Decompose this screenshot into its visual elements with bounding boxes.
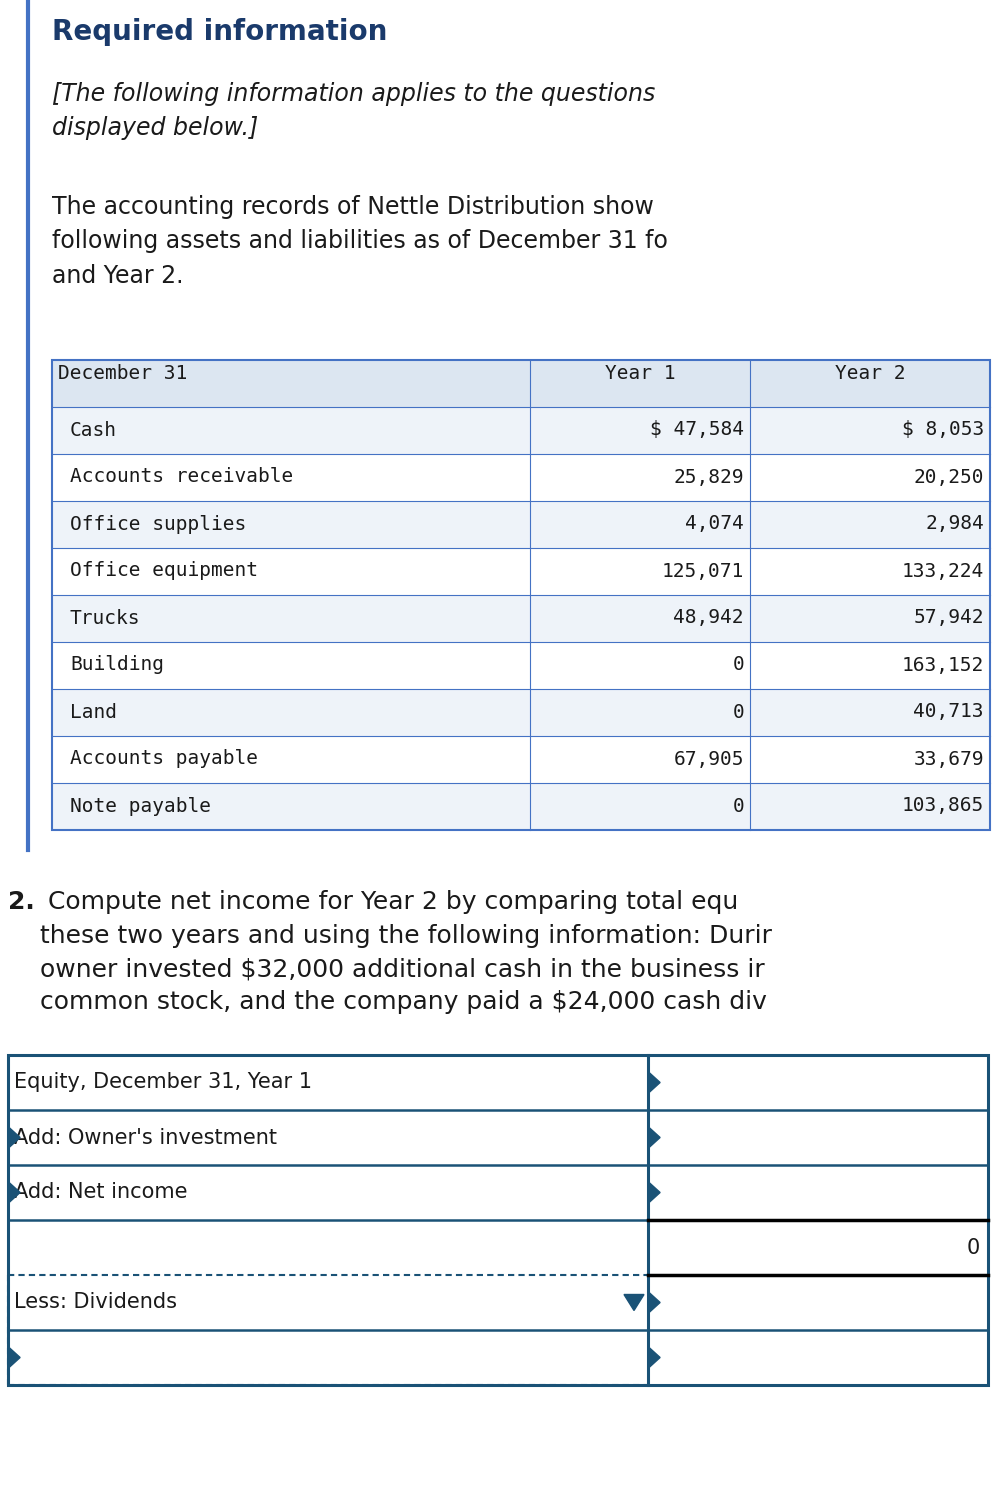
Text: December 31: December 31 — [58, 364, 187, 383]
Text: 2.: 2. — [8, 890, 34, 914]
Polygon shape — [648, 1072, 660, 1094]
Text: 33,679: 33,679 — [913, 750, 984, 768]
Text: Cash: Cash — [70, 421, 117, 439]
Polygon shape — [648, 1181, 660, 1204]
Text: Accounts payable: Accounts payable — [70, 750, 258, 768]
Text: Year 1: Year 1 — [605, 364, 675, 383]
Text: Office equipment: Office equipment — [70, 562, 258, 580]
Text: Office supplies: Office supplies — [70, 514, 246, 534]
Text: The accounting records of Nettle Distribution show
following assets and liabilit: The accounting records of Nettle Distrib… — [52, 195, 668, 289]
Text: Note payable: Note payable — [70, 797, 211, 816]
Text: 57,942: 57,942 — [913, 609, 984, 627]
Text: 48,942: 48,942 — [673, 609, 744, 627]
Bar — [52, 454, 990, 500]
Bar — [52, 500, 990, 549]
Polygon shape — [648, 1127, 660, 1148]
Text: 0: 0 — [732, 702, 744, 721]
Text: Compute net income for Year 2 by comparing total equ
these two years and using t: Compute net income for Year 2 by compari… — [40, 890, 772, 1015]
Text: 125,071: 125,071 — [661, 562, 744, 580]
Bar — [52, 595, 990, 642]
Polygon shape — [8, 1181, 20, 1204]
Text: [The following information applies to the questions
displayed below.]: [The following information applies to th… — [52, 83, 655, 140]
Text: Required information: Required information — [52, 18, 387, 47]
Text: Building: Building — [70, 655, 164, 675]
Polygon shape — [648, 1347, 660, 1369]
Bar — [52, 736, 990, 783]
Text: Accounts receivable: Accounts receivable — [70, 467, 293, 487]
Text: 4,074: 4,074 — [685, 514, 744, 534]
Text: Year 2: Year 2 — [835, 364, 905, 383]
Text: 0: 0 — [732, 655, 744, 675]
Bar — [52, 688, 990, 736]
Text: 163,152: 163,152 — [902, 655, 984, 675]
Text: Less: Dividends: Less: Dividends — [14, 1293, 177, 1312]
Text: $ 8,053: $ 8,053 — [902, 421, 984, 439]
Bar — [8, 1055, 988, 1384]
Text: 2,984: 2,984 — [925, 514, 984, 534]
Polygon shape — [8, 1127, 20, 1148]
Bar — [52, 783, 990, 830]
Text: 20,250: 20,250 — [913, 467, 984, 487]
Text: 67,905: 67,905 — [673, 750, 744, 768]
Bar — [52, 361, 990, 830]
Polygon shape — [624, 1294, 644, 1311]
Text: 0: 0 — [967, 1237, 980, 1258]
Text: Add: Owner's investment: Add: Owner's investment — [14, 1127, 277, 1147]
Text: 133,224: 133,224 — [902, 562, 984, 580]
Text: 0: 0 — [732, 797, 744, 816]
Polygon shape — [648, 1291, 660, 1314]
Text: $ 47,584: $ 47,584 — [650, 421, 744, 439]
Text: 40,713: 40,713 — [913, 702, 984, 721]
Polygon shape — [8, 1347, 20, 1369]
Text: Trucks: Trucks — [70, 609, 140, 627]
Bar — [52, 407, 990, 454]
Text: Add: Net income: Add: Net income — [14, 1183, 187, 1202]
Text: Equity, December 31, Year 1: Equity, December 31, Year 1 — [14, 1073, 312, 1093]
Text: 25,829: 25,829 — [673, 467, 744, 487]
Text: Land: Land — [70, 702, 117, 721]
Bar — [52, 549, 990, 595]
Bar — [52, 642, 990, 688]
Text: 103,865: 103,865 — [902, 797, 984, 816]
Bar — [52, 361, 990, 407]
